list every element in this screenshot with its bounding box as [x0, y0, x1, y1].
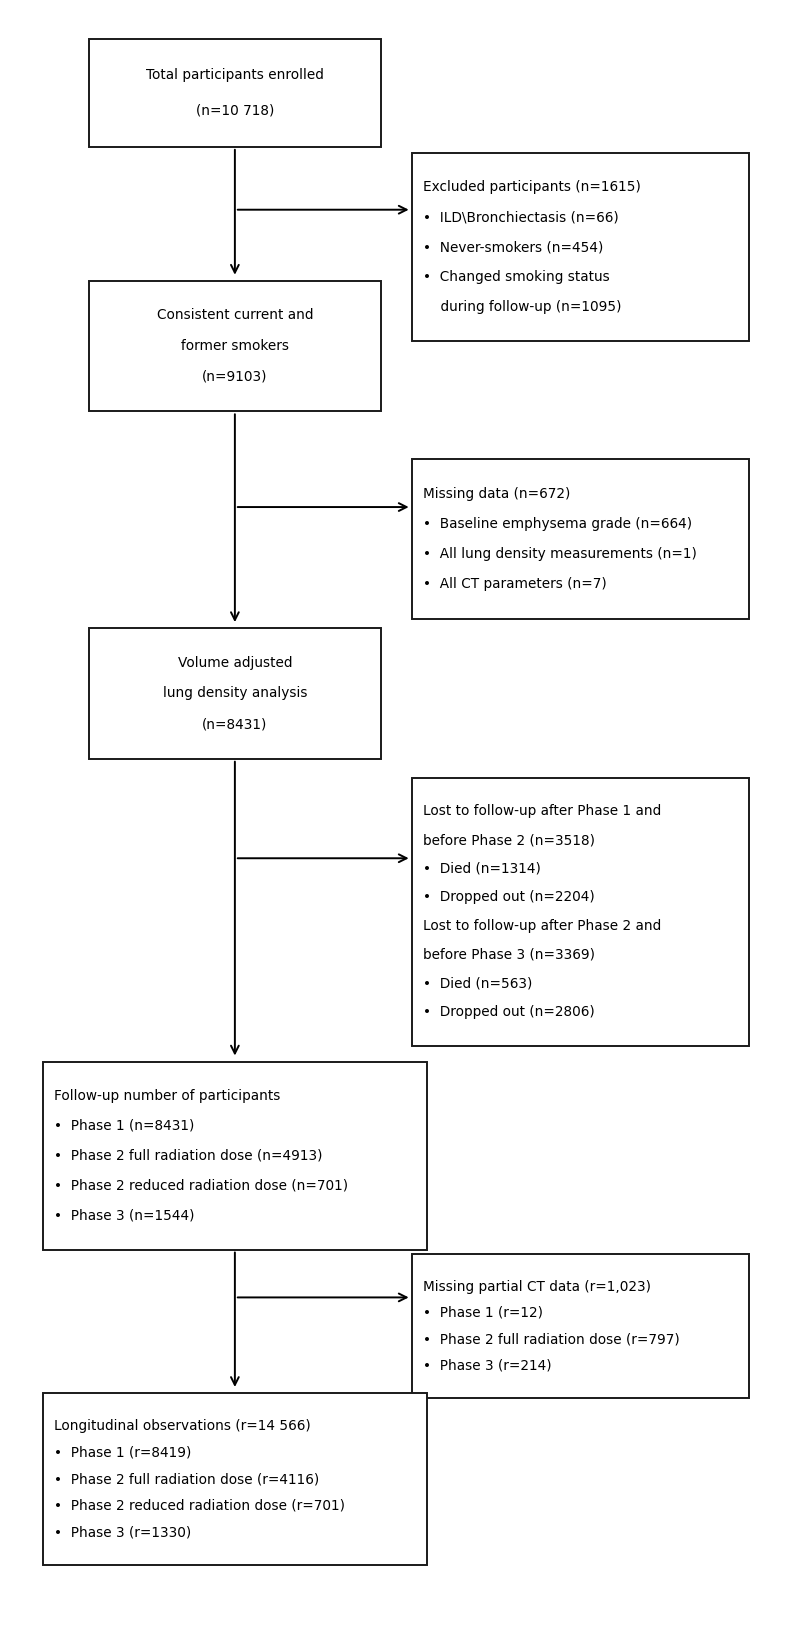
Text: •  Phase 2 full radiation dose (r=797): • Phase 2 full radiation dose (r=797): [423, 1332, 680, 1346]
Text: •  Phase 3 (r=214): • Phase 3 (r=214): [423, 1359, 552, 1372]
Text: •  Dropped out (n=2806): • Dropped out (n=2806): [423, 1005, 594, 1020]
Bar: [411, 777, 750, 1046]
Text: during follow-up (n=1095): during follow-up (n=1095): [423, 301, 622, 314]
Text: Volume adjusted: Volume adjusted: [178, 655, 292, 670]
Text: Missing data (n=672): Missing data (n=672): [423, 486, 570, 501]
Text: •  Died (n=563): • Died (n=563): [423, 977, 533, 990]
Text: (n=8431): (n=8431): [202, 717, 267, 732]
Bar: [43, 1062, 427, 1250]
Text: Follow-up number of participants: Follow-up number of participants: [54, 1089, 281, 1102]
Bar: [411, 459, 750, 618]
Text: Missing partial CT data (r=1,023): Missing partial CT data (r=1,023): [423, 1280, 651, 1294]
Text: •  Phase 1 (r=12): • Phase 1 (r=12): [423, 1306, 543, 1320]
Text: lung density analysis: lung density analysis: [162, 686, 307, 701]
Text: •  ILD\Bronchiectasis (n=66): • ILD\Bronchiectasis (n=66): [423, 210, 618, 224]
Text: Consistent current and: Consistent current and: [157, 309, 313, 322]
Text: (n=10 718): (n=10 718): [196, 104, 274, 117]
Text: •  Dropped out (n=2204): • Dropped out (n=2204): [423, 891, 594, 904]
Text: •  Baseline emphysema grade (n=664): • Baseline emphysema grade (n=664): [423, 517, 692, 530]
Text: Excluded participants (n=1615): Excluded participants (n=1615): [423, 180, 641, 195]
Text: •  Phase 2 reduced radiation dose (r=701): • Phase 2 reduced radiation dose (r=701): [54, 1499, 346, 1512]
Text: •  Phase 2 full radiation dose (n=4913): • Phase 2 full radiation dose (n=4913): [54, 1148, 323, 1163]
Text: Total participants enrolled: Total participants enrolled: [146, 68, 324, 83]
Text: Longitudinal observations (r=14 566): Longitudinal observations (r=14 566): [54, 1418, 311, 1433]
Bar: [43, 1393, 427, 1566]
Text: •  Phase 2 reduced radiation dose (n=701): • Phase 2 reduced radiation dose (n=701): [54, 1179, 349, 1192]
Text: Lost to follow-up after Phase 1 and: Lost to follow-up after Phase 1 and: [423, 805, 662, 818]
Text: •  Changed smoking status: • Changed smoking status: [423, 270, 610, 285]
Text: Lost to follow-up after Phase 2 and: Lost to follow-up after Phase 2 and: [423, 919, 662, 933]
Bar: [411, 153, 750, 341]
Text: •  All lung density measurements (n=1): • All lung density measurements (n=1): [423, 546, 697, 561]
Text: before Phase 3 (n=3369): before Phase 3 (n=3369): [423, 948, 595, 963]
Text: former smokers: former smokers: [181, 340, 289, 353]
Text: •  Phase 3 (n=1544): • Phase 3 (n=1544): [54, 1208, 195, 1223]
Text: •  Phase 1 (n=8431): • Phase 1 (n=8431): [54, 1119, 194, 1133]
Bar: [89, 281, 381, 411]
Bar: [89, 39, 381, 146]
Text: •  All CT parameters (n=7): • All CT parameters (n=7): [423, 577, 606, 592]
Text: •  Phase 1 (r=8419): • Phase 1 (r=8419): [54, 1446, 192, 1459]
Text: •  Phase 2 full radiation dose (r=4116): • Phase 2 full radiation dose (r=4116): [54, 1472, 320, 1486]
Text: •  Phase 3 (r=1330): • Phase 3 (r=1330): [54, 1525, 192, 1540]
Text: (n=9103): (n=9103): [202, 371, 268, 384]
Text: •  Never-smokers (n=454): • Never-smokers (n=454): [423, 241, 603, 254]
Text: •  Died (n=1314): • Died (n=1314): [423, 862, 541, 876]
Text: before Phase 2 (n=3518): before Phase 2 (n=3518): [423, 833, 595, 847]
Bar: [411, 1254, 750, 1398]
Bar: [89, 628, 381, 759]
